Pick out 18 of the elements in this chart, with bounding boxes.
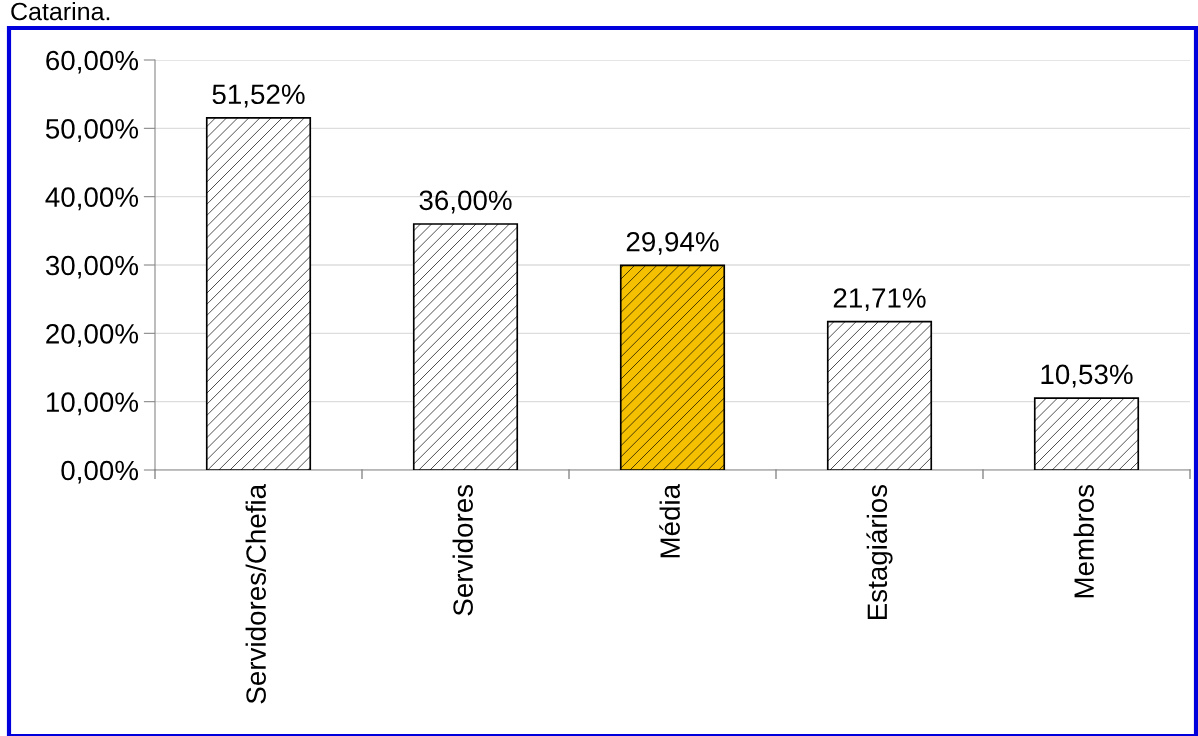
- x-tick-label: Estagiários: [866, 484, 893, 620]
- x-tick-label: Média: [659, 483, 680, 558]
- y-tick-label: 10,00%: [46, 392, 139, 416]
- text: Catarina.: [11, 2, 110, 21]
- y-tick-label: 60,00%: [46, 50, 139, 74]
- data-label: 29,94%: [626, 231, 719, 255]
- y-tick-label: 30,00%: [45, 255, 139, 279]
- x-tick-label: Servidores: [452, 484, 473, 616]
- x-tick-label: Servidores/Chefia: [245, 483, 266, 704]
- y-tick-label: 0,00%: [61, 460, 139, 484]
- y-tick-label: 20,00%: [46, 324, 139, 347]
- data-label: 10,53%: [1041, 364, 1133, 388]
- data-label: 36,00%: [419, 190, 512, 214]
- x-tick-label: Membros: [1073, 484, 1094, 598]
- y-tick-label: 50,00%: [45, 119, 139, 142]
- data-label: 21,71%: [833, 288, 926, 312]
- data-label: 51,52%: [212, 84, 305, 108]
- y-tick-label: 40,00%: [45, 187, 139, 211]
